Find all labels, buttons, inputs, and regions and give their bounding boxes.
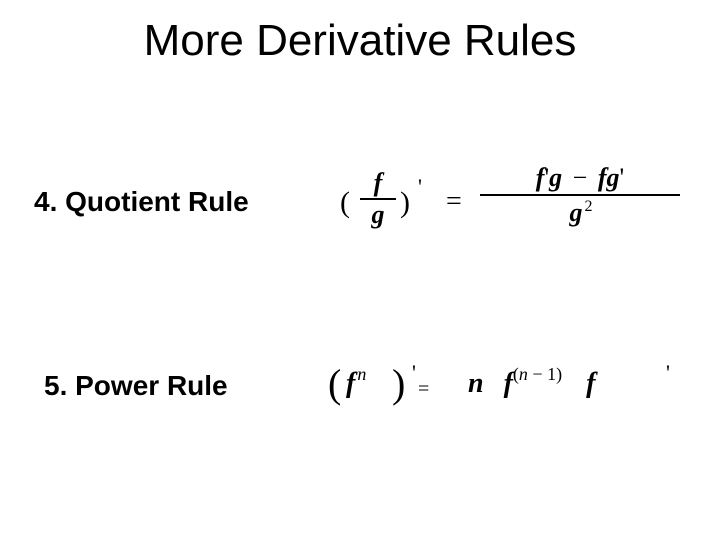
power-rule-formula: ( fn ) ' = n f(n − 1) f ' <box>328 350 708 420</box>
exp-one: 1 <box>547 364 556 384</box>
exp-close: ) <box>556 364 562 384</box>
rparen: ) <box>392 360 405 407</box>
lhs-fn: fn <box>346 368 364 400</box>
rhs-denominator: g2 <box>480 198 680 232</box>
fraction-bar <box>480 194 680 196</box>
exp-minus: − <box>528 364 547 384</box>
rhs-numerator: f'g − fg' <box>480 164 680 192</box>
rhs-n: n <box>468 368 484 399</box>
lhs-denominator: g <box>360 202 396 228</box>
lparen: ( <box>328 360 341 407</box>
rhs: n f(n − 1) f <box>468 368 595 400</box>
minus: − <box>569 163 592 192</box>
lhs-exp: n <box>357 364 366 384</box>
rhs-den-exp: 2 <box>585 198 593 215</box>
slide-title: More Derivative Rules <box>0 16 720 66</box>
rhs-fraction: f'g − fg' g2 <box>480 164 680 232</box>
prime-mark: ' <box>418 174 422 200</box>
power-rule-label: 5. Power Rule <box>44 370 228 402</box>
equals: = <box>446 186 462 218</box>
rhs-f: f <box>504 368 513 399</box>
quotient-rule-label: 4. Quotient Rule <box>34 186 249 218</box>
prime-mark: ' <box>412 360 416 386</box>
lparen: ( <box>340 186 350 220</box>
rhs-den-base: g <box>570 198 583 227</box>
slide: More Derivative Rules 4. Quotient Rule (… <box>0 0 720 540</box>
equals: = <box>418 378 429 401</box>
quotient-rule-formula: ( f g ) ' = f'g − fg' g2 <box>340 160 700 250</box>
rhs-gprime: ' <box>620 163 625 192</box>
lhs-fraction: f g <box>360 170 396 228</box>
exp-n: n <box>519 364 528 384</box>
rparen: ) <box>400 186 410 220</box>
rhs-f2: f <box>586 368 595 399</box>
rhs-g: g <box>549 163 562 192</box>
lhs-f: f <box>346 368 355 399</box>
rhs-f2: f <box>598 163 607 192</box>
final-prime: ' <box>666 360 670 386</box>
lhs-numerator: f <box>360 170 396 196</box>
rhs-exp: (n − 1) <box>513 364 562 384</box>
rhs-g2: g <box>607 163 620 192</box>
